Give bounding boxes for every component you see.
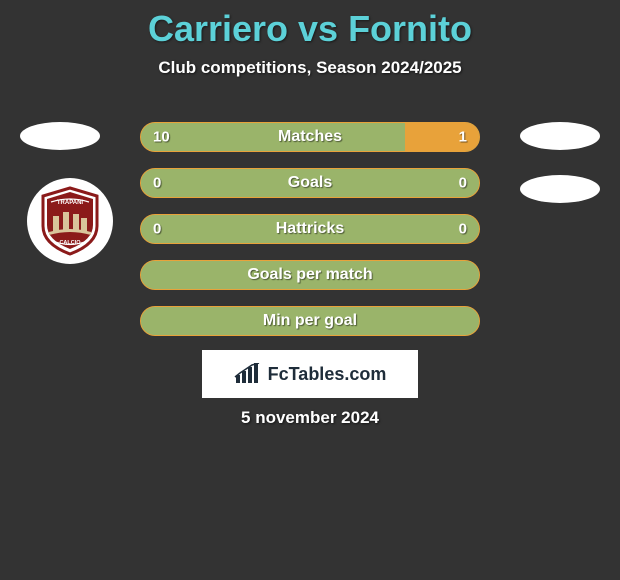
stat-bars: 10 Matches 1 0 Goals 0 0 Hattricks 0 Goa… (140, 122, 480, 352)
stat-bar-matches: 10 Matches 1 (140, 122, 480, 152)
shield-icon: TRAPANI CALCIO (39, 186, 101, 256)
stat-bar-goals-per-match: Goals per match (140, 260, 480, 290)
stat-right-value: 1 (459, 129, 467, 146)
stat-bar-left-fill (141, 169, 479, 197)
stat-bar-left-fill (141, 215, 479, 243)
page-title: Carriero vs Fornito (0, 0, 620, 50)
svg-text:CALCIO: CALCIO (59, 240, 81, 246)
right-player-badge-2 (520, 175, 600, 203)
stat-left-value: 10 (153, 129, 170, 146)
svg-text:TRAPANI: TRAPANI (57, 200, 84, 206)
stat-left-value: 0 (153, 221, 161, 238)
footer-brand[interactable]: FcTables.com (202, 350, 418, 398)
stat-bar-min-per-goal: Min per goal (140, 306, 480, 336)
left-player-badge-1 (20, 122, 100, 150)
date-label: 5 november 2024 (0, 408, 620, 428)
stat-bar-left-fill (141, 307, 479, 335)
left-club-crest: TRAPANI CALCIO (27, 178, 113, 264)
stat-bar-goals: 0 Goals 0 (140, 168, 480, 198)
stat-right-value: 0 (459, 221, 467, 238)
page-subtitle: Club competitions, Season 2024/2025 (0, 58, 620, 78)
stat-bar-hattricks: 0 Hattricks 0 (140, 214, 480, 244)
bar-chart-icon (234, 363, 262, 385)
stat-bar-left-fill (141, 261, 479, 289)
stat-bar-right-fill (405, 123, 479, 151)
right-player-badge-1 (520, 122, 600, 150)
stat-right-value: 0 (459, 175, 467, 192)
stat-left-value: 0 (153, 175, 161, 192)
footer-brand-text: FcTables.com (268, 364, 387, 385)
stat-bar-left-fill (141, 123, 405, 151)
